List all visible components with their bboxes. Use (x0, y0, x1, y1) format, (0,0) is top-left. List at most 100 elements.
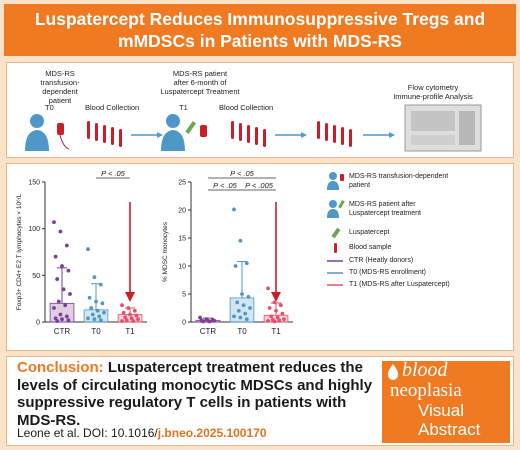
x-tick-label-t1: T1 (271, 327, 281, 336)
data-point (53, 254, 58, 259)
conclusion-label: Conclusion: (17, 359, 104, 376)
legend-item1-line2: patient (349, 181, 371, 189)
legend-item-treated: MDS-RS patient after Luspatercept treatm… (349, 201, 421, 218)
data-point (277, 318, 282, 323)
blood-drop-icon (387, 364, 399, 380)
data-point (66, 318, 71, 323)
data-point (201, 319, 206, 324)
data-point (98, 318, 103, 323)
treated-patient-icon (161, 114, 207, 151)
data-point (207, 319, 212, 324)
data-point (282, 317, 286, 322)
data-point (244, 261, 249, 266)
flow-label-line1: Flow cytometry (407, 83, 459, 92)
data-point (132, 308, 137, 313)
workflow-panel: MDS-RS transfusion-dependent patient MDS… (6, 62, 514, 158)
patient-label-line2: transfusion-dependent (40, 78, 80, 96)
decrease-arrow-head (271, 292, 281, 302)
patient-icon (25, 114, 70, 151)
after-label-line1: MDS-RS patient (172, 69, 228, 78)
data-point (86, 316, 90, 321)
arrow-2-head (301, 132, 307, 138)
chart-2: 0 5 10 15 20 25 % MDSC monocytes CTR T0 T1 P < .05… (162, 169, 293, 336)
y-tick-label: 20 (178, 208, 186, 215)
data-point (134, 313, 139, 318)
flow-cytometry-label: Flow cytometry Immune-profile Analysis (383, 83, 483, 101)
data-point (238, 315, 243, 320)
data-point (243, 311, 248, 316)
legend-treated-patient-icon (327, 200, 345, 218)
data-point (61, 287, 66, 292)
arrow-1-head (157, 132, 163, 138)
x-tick-label-t0: T0 (91, 327, 101, 336)
legend-item-luspatercept: Luspatercept (349, 229, 390, 236)
conclusion-text: Luspatercept treatment reduces the level… (17, 359, 373, 429)
y-axis-label: % MDSC monocytes (162, 221, 169, 282)
legend-icons (327, 172, 345, 286)
legend-patient-icon (327, 172, 344, 190)
x-tick-label-t0: T0 (237, 327, 247, 336)
data-point (278, 303, 283, 308)
citation-doi-link[interactable]: j.bneo.2025.100170 (157, 426, 267, 440)
data-point (124, 318, 129, 323)
y-tick-label: 15 (178, 236, 186, 243)
decrease-arrow-head (125, 292, 135, 302)
blood-collection-label-2: Blood Collection (219, 103, 274, 112)
significance-label: P < .05 (213, 181, 238, 190)
legend-item2-line2: Luspatercept treatment (349, 209, 421, 217)
blood-tubes-icon-3 (317, 121, 352, 147)
data-point (102, 310, 106, 315)
conclusion-panel: Conclusion: Luspatercept treatment reduc… (6, 356, 514, 446)
patient-label-line3: patient (48, 96, 72, 105)
x-tick-label-ctr: CTR (54, 327, 71, 336)
after-treatment-label: MDS-RS patient after 6-month of Luspater… (157, 69, 243, 96)
data-point (266, 318, 270, 323)
legend-luspatercept-icon (331, 227, 341, 239)
y-tick-label: 25 (178, 180, 186, 187)
data-point (129, 316, 134, 321)
data-point (240, 292, 244, 296)
data-point (232, 314, 236, 319)
data-point (235, 300, 240, 305)
arrow-3-head (389, 132, 395, 138)
citation-authors: Leone et al. DOI: 10.1016/ (17, 426, 158, 440)
data-point (55, 319, 60, 323)
data-point (58, 229, 63, 234)
title-banner: Luspatercept Reduces Immunosuppressive T… (4, 4, 516, 56)
data-point (86, 247, 90, 252)
after-label-line3: Luspatercept Treatment (160, 87, 240, 96)
blood-tubes-icon-1 (87, 121, 122, 147)
blood-tubes-icon-2 (231, 121, 266, 147)
y-tick-label: 50 (32, 273, 40, 280)
data-point (55, 277, 60, 281)
data-point (244, 317, 249, 322)
workflow-graphics (25, 104, 482, 152)
legend-item-patient: MDS-RS transfusion-dependent patient (349, 173, 448, 190)
title-line-2: mMDSCs in Patients with MDS-RS (118, 31, 402, 51)
chart-1: 0 50 100 150 Foxp3+ CD4+ E2 T lymphocytes × … (16, 169, 147, 336)
data-point (198, 315, 202, 320)
data-point (128, 312, 132, 317)
significance-label: P < .005 (245, 181, 274, 190)
data-point (89, 306, 94, 310)
data-point (233, 264, 238, 268)
after-label-line2: after 6-month of (173, 78, 227, 87)
data-point (272, 300, 277, 305)
data-point (248, 306, 252, 310)
data-point (266, 286, 270, 291)
data-point (68, 292, 72, 296)
title-line-1: Luspatercept Reduces Immunosuppressive T… (34, 9, 486, 29)
legend-item1-line1: MDS-RS transfusion-dependent (349, 173, 449, 180)
data-point (131, 319, 136, 323)
data-point (212, 318, 217, 323)
x-tick-label-ctr: CTR (200, 327, 217, 336)
logo-blood: blood (402, 359, 448, 381)
logo-abstract: Abstract (418, 420, 481, 439)
legend-item-t1: T1 (MDS-RS after Luspatercept) (349, 281, 450, 288)
data-point (63, 303, 68, 308)
flow-cytometer-icon (404, 104, 482, 152)
data-point (280, 311, 285, 316)
data-point (87, 295, 92, 300)
data-point (92, 317, 97, 322)
